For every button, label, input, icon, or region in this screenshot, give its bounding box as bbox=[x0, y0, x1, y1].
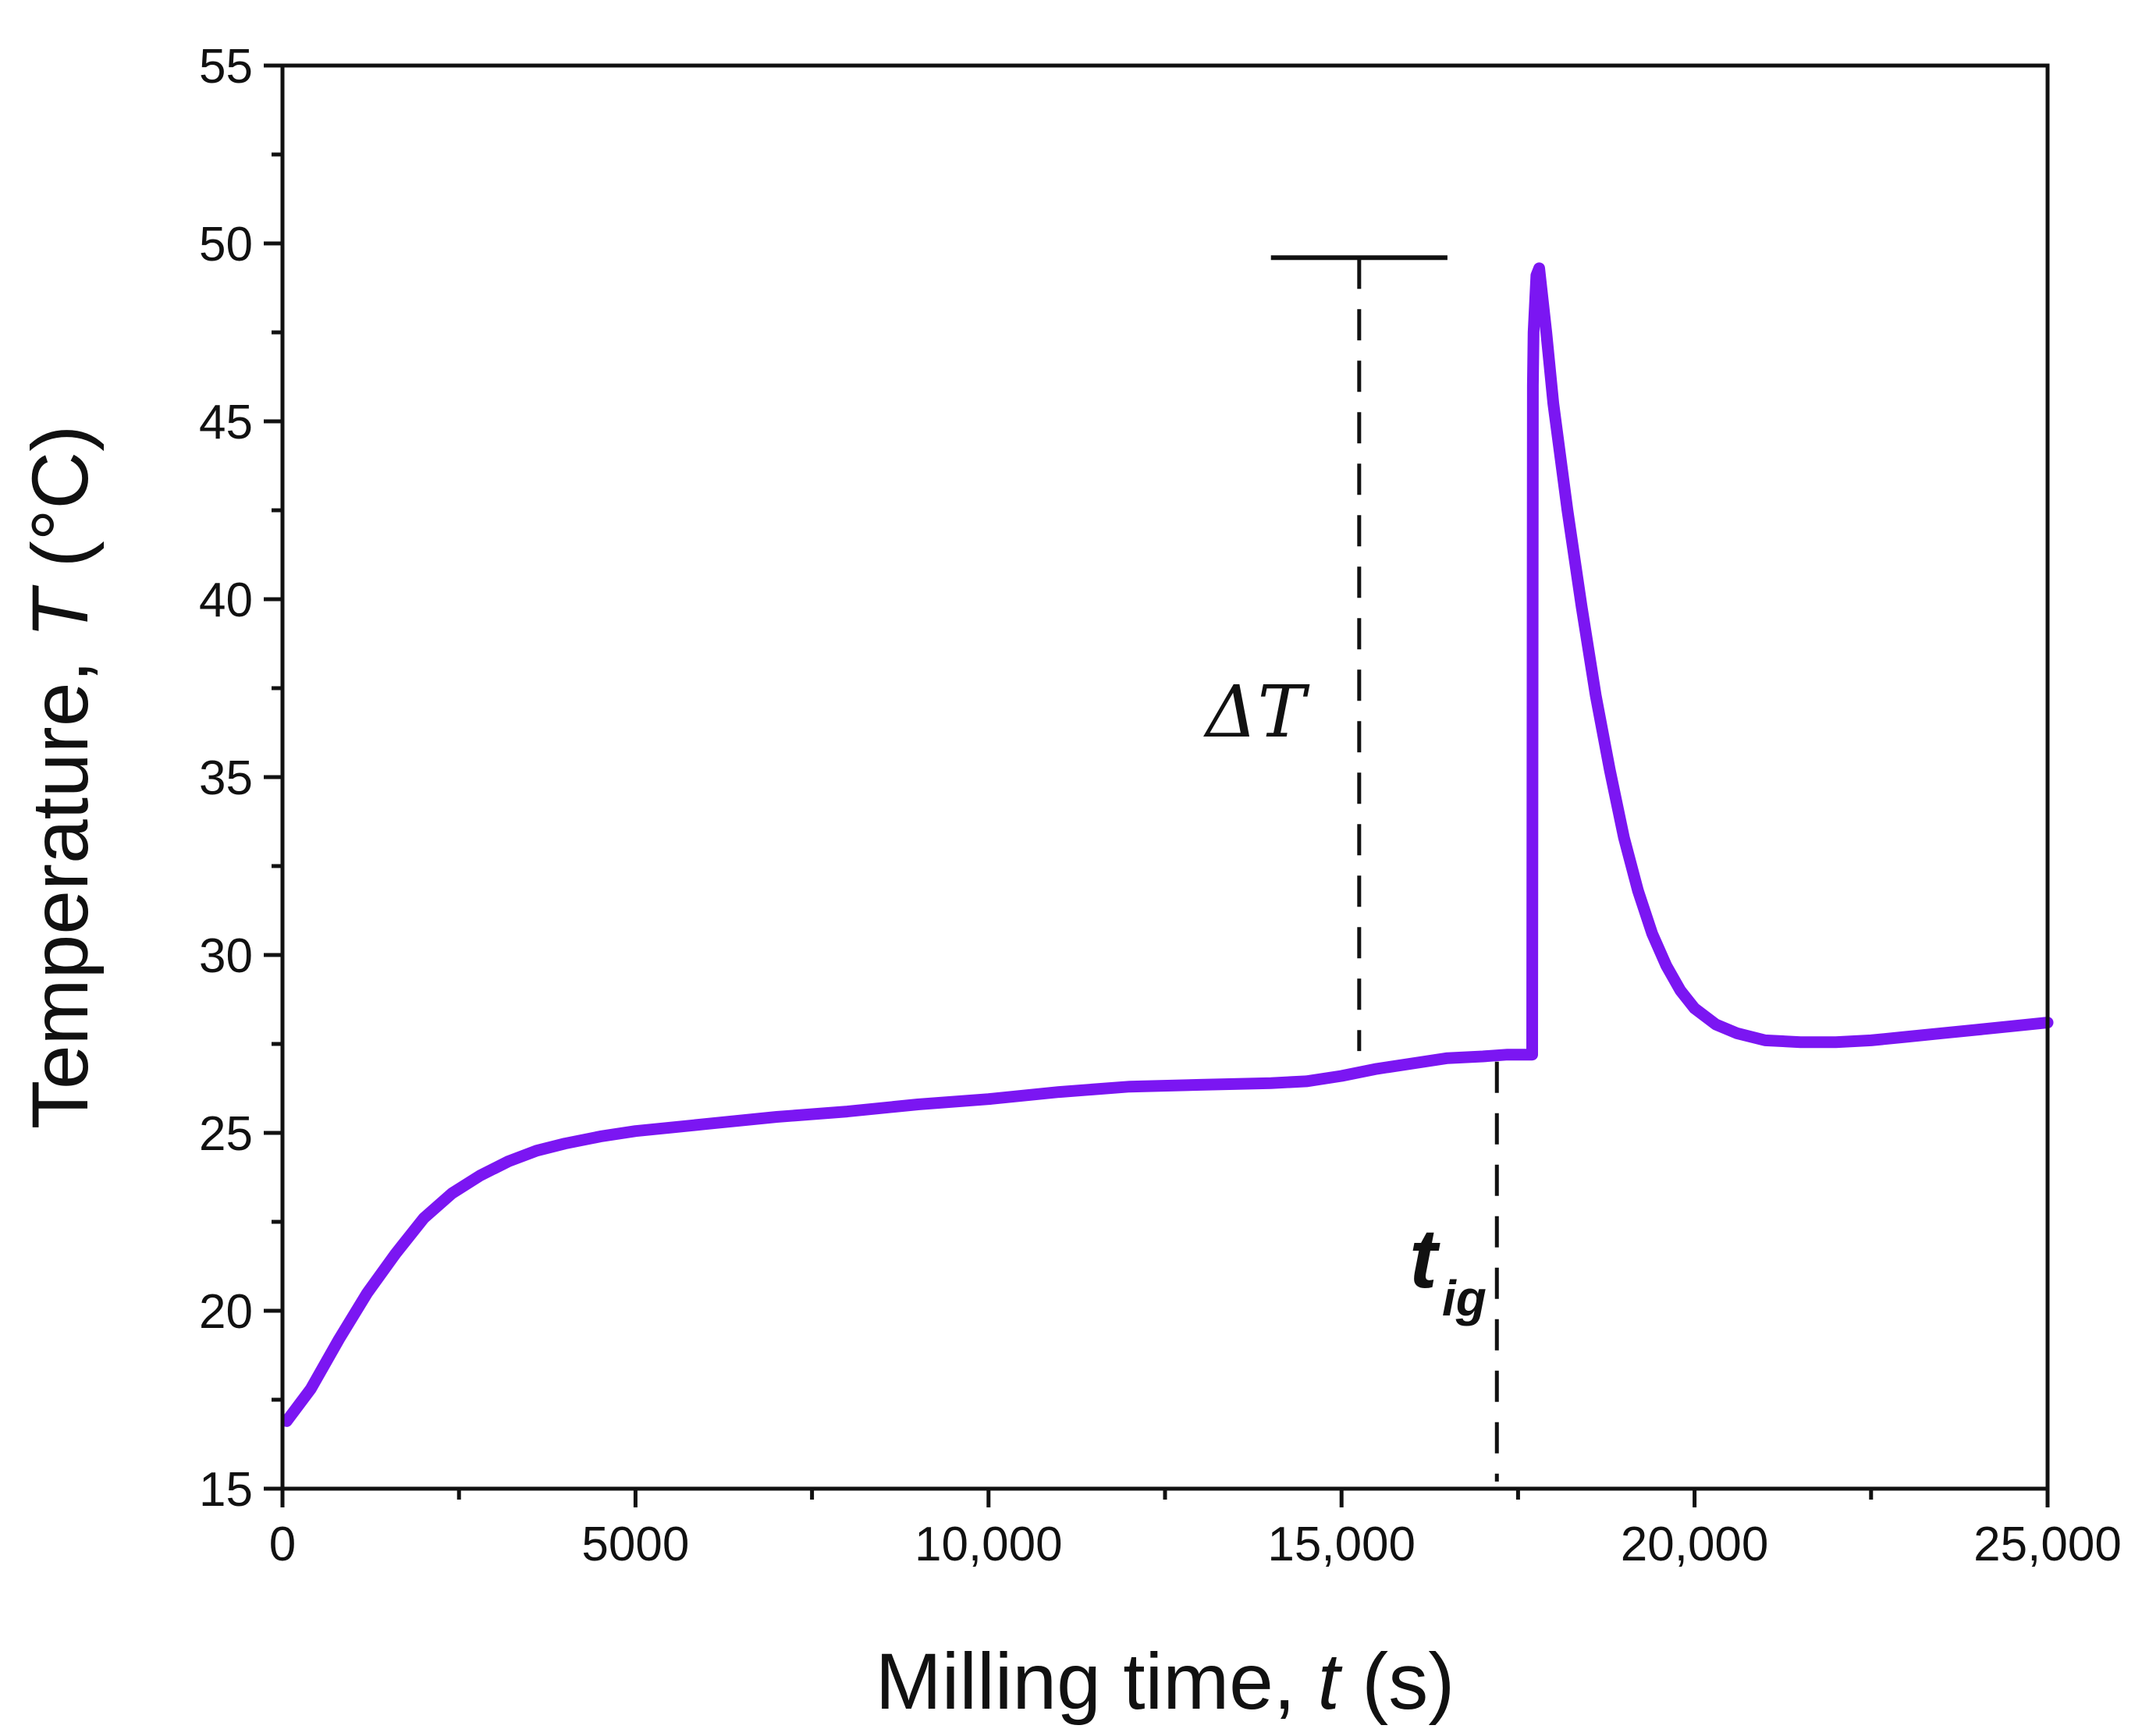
x-tick-label: 0 bbox=[269, 1518, 296, 1571]
temperature-series-line bbox=[280, 262, 2054, 1427]
t-ig-main: t bbox=[1409, 1211, 1440, 1305]
x-tick-label: 25,000 bbox=[1973, 1518, 2122, 1571]
delta-t-label: ΔT bbox=[1203, 670, 1309, 754]
y-axis-title-prefix: Temperature, bbox=[16, 638, 105, 1129]
annotations bbox=[1270, 255, 1499, 1482]
x-tick-label: 10,000 bbox=[915, 1518, 1063, 1571]
x-axis-title-prefix: Milling time, bbox=[876, 1637, 1318, 1726]
y-axis-ticks: 15 20 25 30 35 40 45 50 55 bbox=[199, 40, 282, 1517]
t-ig-label: tig bbox=[1409, 1211, 1487, 1326]
x-axis-title-var: t bbox=[1318, 1637, 1343, 1726]
y-tick-label: 20 bbox=[199, 1285, 253, 1339]
x-tick-label: 20,000 bbox=[1621, 1518, 1769, 1571]
y-axis-title: Temperature, T (°C) bbox=[16, 425, 105, 1129]
t-ig-subscript: ig bbox=[1442, 1270, 1487, 1326]
y-tick-label: 15 bbox=[199, 1463, 253, 1517]
y-tick-label: 35 bbox=[199, 751, 253, 805]
y-tick-label: 25 bbox=[199, 1107, 253, 1161]
x-tick-label: 5000 bbox=[581, 1518, 689, 1571]
y-tick-label: 55 bbox=[199, 40, 253, 94]
y-tick-label: 30 bbox=[199, 929, 253, 983]
x-tick-label: 15,000 bbox=[1267, 1518, 1416, 1571]
x-axis-title: Milling time, t (s) bbox=[876, 1637, 1455, 1726]
y-tick-label: 50 bbox=[199, 218, 253, 272]
y-tick-label: 45 bbox=[199, 396, 253, 449]
plot-frame bbox=[280, 63, 2050, 1491]
x-axis-ticks: 0 5000 10,000 15,000 20,000 25,000 bbox=[269, 1489, 2122, 1571]
y-axis-title-suffix: (°C) bbox=[16, 425, 105, 590]
x-axis-title-suffix: (s) bbox=[1340, 1637, 1455, 1726]
y-tick-label: 40 bbox=[199, 573, 253, 627]
y-axis-title-var: T bbox=[16, 584, 105, 638]
